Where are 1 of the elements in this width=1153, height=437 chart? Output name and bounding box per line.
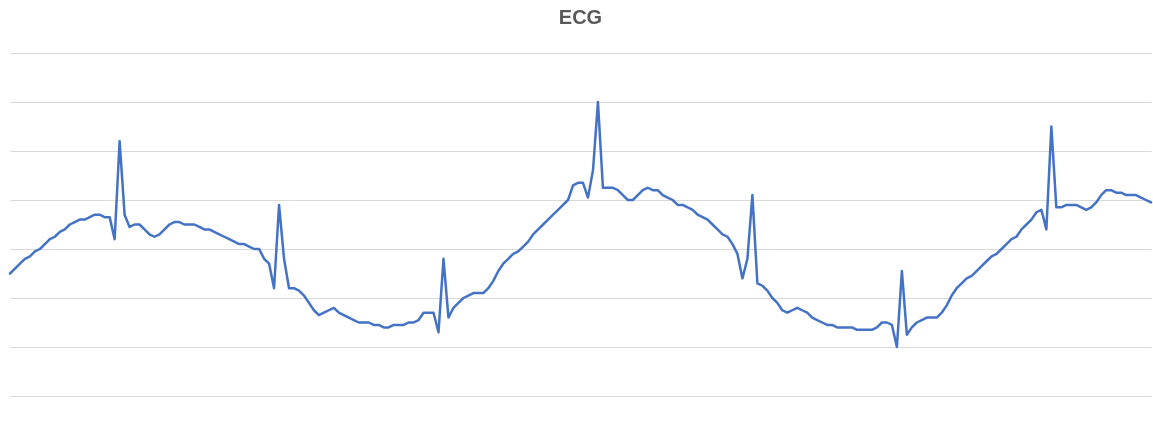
chart-title: ECG xyxy=(558,6,603,28)
